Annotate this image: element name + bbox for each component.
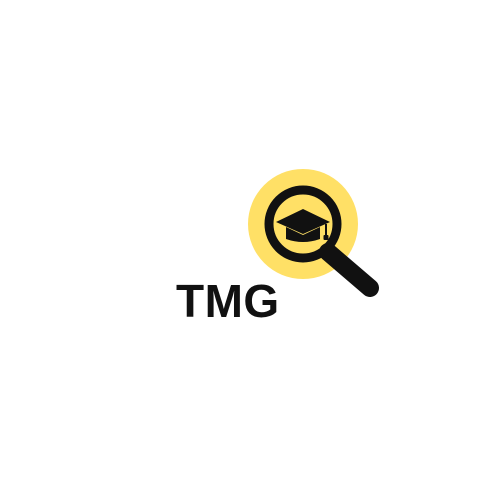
cap-base — [286, 227, 320, 242]
logo-text: TMG — [176, 275, 280, 327]
cap-board — [276, 209, 330, 234]
magnifier-handle — [319, 243, 379, 297]
magnifier-graduation-cap-icon — [248, 169, 379, 297]
lens-ring — [264, 185, 342, 263]
cap-tassel — [323, 235, 329, 240]
